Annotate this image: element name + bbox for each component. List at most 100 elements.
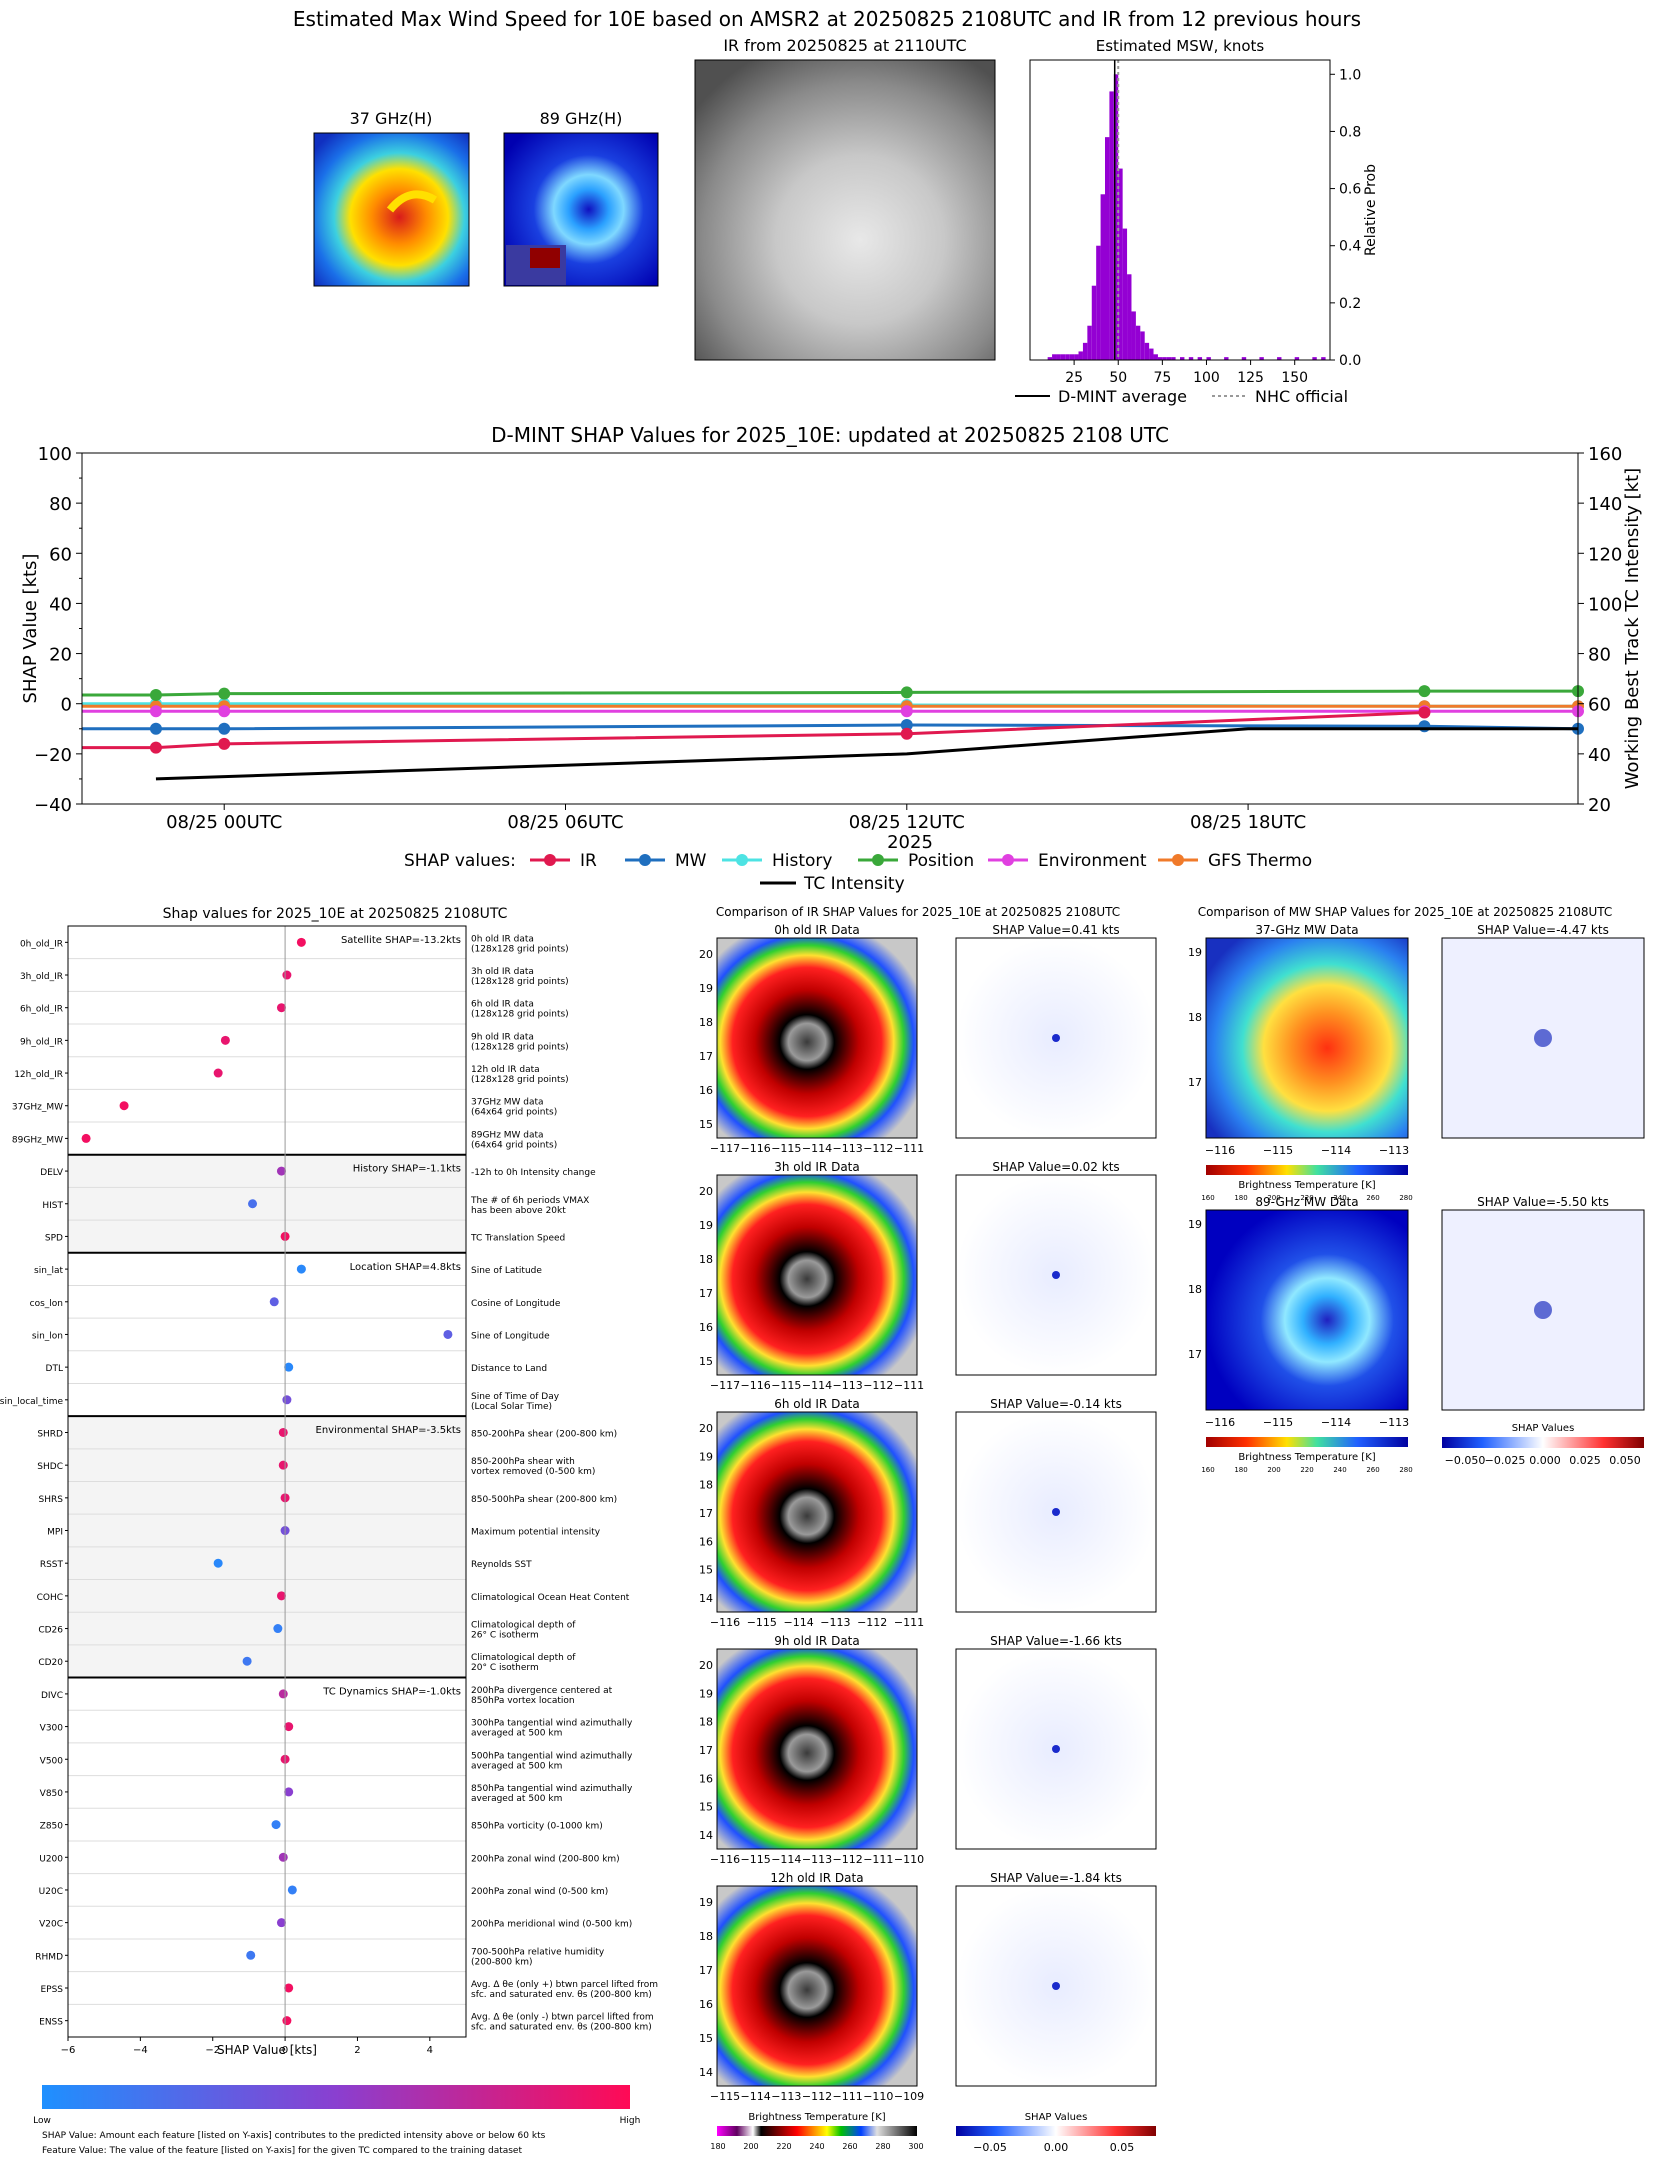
mw89-warm-spot xyxy=(530,248,560,268)
hist-bar xyxy=(1078,351,1083,360)
ir-shap-title: SHAP Value=-1.84 kts xyxy=(990,1871,1122,1885)
feature-desc: 89GHz MW data xyxy=(471,1130,544,1140)
feature-desc: 500hPa tangential wind azimuthally xyxy=(471,1751,633,1761)
feature-name: EPSS xyxy=(40,1985,63,1995)
ir-data-image xyxy=(716,1174,918,1376)
ir-xtick-label: −109 xyxy=(894,2090,924,2103)
ir-ytick-label: 17 xyxy=(699,1744,713,1757)
hist-bar xyxy=(1122,228,1128,360)
ir-ytick-label: 15 xyxy=(699,1564,713,1577)
ir-ytick-label: 17 xyxy=(699,1287,713,1300)
mw-xtick-label: −115 xyxy=(1263,1144,1293,1157)
feature-name: 89GHz_MW xyxy=(12,1135,63,1145)
feature-desc: 20° C isotherm xyxy=(471,1663,539,1673)
series-point-position xyxy=(900,686,913,699)
mw-bt-tick: 200 xyxy=(1267,1194,1280,1202)
ir-xtick-label: −111 xyxy=(863,1853,893,1866)
hist-bar xyxy=(1127,274,1132,360)
ir-shap-tick: 0.05 xyxy=(1110,2141,1135,2154)
feature-desc: 850-200hPa shear with xyxy=(471,1457,575,1467)
feature-desc: averaged at 500 km xyxy=(471,1794,562,1804)
feature-point xyxy=(242,1656,252,1666)
feature-frame xyxy=(67,925,467,2038)
hist-bar xyxy=(1206,357,1211,360)
series-point-mw xyxy=(218,722,231,735)
timeline-frame xyxy=(81,452,1579,805)
feature-desc: 850-200hPa shear (200-800 km) xyxy=(471,1429,617,1439)
feature-name: V20C xyxy=(39,1920,63,1930)
feature-point xyxy=(278,1689,288,1699)
hist-ytick-label: 1.0 xyxy=(1339,67,1361,83)
ir-ytick-label: 16 xyxy=(699,1535,713,1548)
shap-timeline-chart: D-MINT SHAP Values for 2025_10E: updated… xyxy=(20,423,1643,894)
feature-desc: The # of 6h periods VMAX xyxy=(470,1196,589,1206)
timeline-ytick-label: −40 xyxy=(34,795,72,816)
feature-name: COHC xyxy=(37,1593,63,1603)
ir-xtick-label: −116 xyxy=(710,1853,740,1866)
ir-xtick-label: −116 xyxy=(710,1616,740,1629)
feature-point xyxy=(278,1427,288,1437)
feature-name: SPD xyxy=(45,1233,63,1243)
hist-bar xyxy=(1149,348,1154,360)
mw-bt-tick: 160 xyxy=(1201,1194,1214,1202)
hist-bar xyxy=(1140,331,1145,360)
series-point-ir xyxy=(218,737,231,750)
mw-data-title: 89-GHz MW Data xyxy=(1255,1195,1358,1209)
mw-shap-hotspot xyxy=(1534,1029,1552,1047)
timeline-y2tick-label: 20 xyxy=(1588,795,1611,816)
ir-bt-tick: 260 xyxy=(842,2142,857,2151)
series-point-environment xyxy=(900,705,913,718)
feature-name: V850 xyxy=(40,1789,64,1799)
ir-xtick-label: −114 xyxy=(802,1142,832,1155)
legend-marker-mw xyxy=(639,854,651,866)
series-line-mw xyxy=(82,723,1579,731)
feature-point xyxy=(284,1362,294,1372)
ir-shap-hotspot xyxy=(1052,1745,1060,1753)
feature-point xyxy=(246,1950,256,1960)
feature-desc: (128x128 grid points) xyxy=(471,1075,569,1085)
legend-marker-ir xyxy=(544,854,556,866)
ir-xtick-label: −112 xyxy=(863,1379,893,1392)
feature-desc: Climatological depth of xyxy=(471,1621,576,1631)
feature-name: U20C xyxy=(39,1887,63,1897)
feature-desc: (64x64 grid points) xyxy=(471,1108,557,1118)
series-point-position xyxy=(149,688,162,701)
mw-shap-tick: 0.050 xyxy=(1609,1454,1641,1467)
feature-colorbar xyxy=(42,2085,630,2109)
hist-xtick-label: 75 xyxy=(1153,370,1171,386)
feature-desc: 850-500hPa shear (200-800 km) xyxy=(471,1495,617,1505)
feature-desc: 9h old IR data xyxy=(471,1032,534,1042)
feature-desc: 850hPa tangential wind azimuthally xyxy=(471,1784,633,1794)
feature-desc: 0h old IR data xyxy=(471,934,534,944)
timeline-y2tick-label: 100 xyxy=(1588,594,1622,615)
series-point-mw xyxy=(1418,720,1431,733)
legend-marker-environment xyxy=(1002,854,1014,866)
feature-point xyxy=(443,1329,453,1339)
hist-bar xyxy=(1162,357,1167,360)
ir-bt-tick: 280 xyxy=(875,2142,890,2151)
hist-bar xyxy=(1091,285,1097,360)
ir-shap-hotspot xyxy=(1052,1271,1060,1279)
hist-bar xyxy=(1056,354,1061,360)
feature-point xyxy=(282,2016,292,2026)
ir-shap-hotspot xyxy=(1052,1508,1060,1516)
feature-point xyxy=(248,1199,258,1209)
feature-xtick-label: −6 xyxy=(61,2045,76,2056)
mw-ytick-label: 19 xyxy=(1188,1218,1202,1231)
ir-xtick-label: −112 xyxy=(857,1616,887,1629)
hist-bar xyxy=(1321,357,1326,360)
feature-point xyxy=(81,1133,91,1143)
hist-bar xyxy=(1118,168,1123,360)
feature-desc: 850hPa vorticity (0-1000 km) xyxy=(471,1822,603,1832)
hist-bar xyxy=(1113,74,1119,361)
ir-bt-tick: 200 xyxy=(743,2142,758,2151)
ir-bt-tick: 240 xyxy=(809,2142,824,2151)
hist-bar xyxy=(1166,357,1172,360)
ir-ytick-label: 18 xyxy=(699,1930,713,1943)
legend-label-mw: MW xyxy=(675,851,707,871)
hist-ytick-label: 0.4 xyxy=(1339,239,1361,255)
timeline-xtick-label: 08/25 00UTC xyxy=(166,812,282,833)
mw-shap-cbar-label: SHAP Values xyxy=(1512,1423,1575,1434)
timeline-ytick-label: 100 xyxy=(38,444,72,465)
hist-bar xyxy=(1074,354,1079,360)
